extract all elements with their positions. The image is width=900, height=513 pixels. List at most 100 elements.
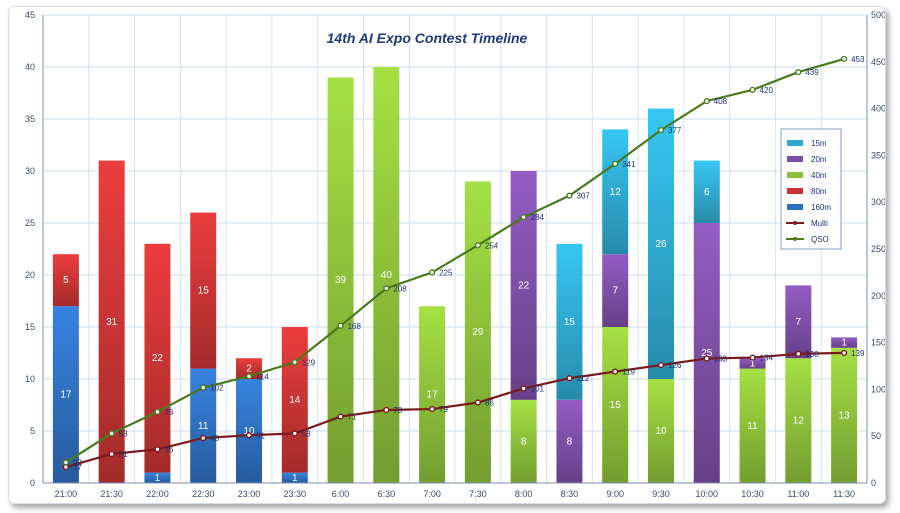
bar-value-label: 10 [655,426,667,437]
point-Multi [291,430,298,437]
point-QSO [795,68,802,76]
x-tick-label: 7:00 [423,489,441,499]
x-tick-label: 21:00 [55,489,78,499]
bar-20m-11 [556,399,583,483]
bar-value-label: 8 [567,436,573,447]
bar-value-label: 12 [793,416,805,427]
axes-layer: 0510152025303540450501001502002503003504… [25,10,885,499]
bar-value-label: 8 [521,436,527,447]
y2-tick-label: 0 [871,478,876,488]
bar-40m-9 [464,181,491,483]
bar-value-label: 1 [292,473,298,484]
point-QSO [429,269,436,276]
bar-value-label: 39 [335,275,347,286]
bar-20m-15 [739,358,766,369]
x-tick-label: 23:00 [238,489,261,499]
point-Multi [429,405,436,413]
legend-label-80m: 80m [811,187,827,196]
x-tick-label: 8:00 [515,489,533,499]
bar-value-label: 15 [198,286,210,297]
legend-label-QSO: QSO [811,235,829,244]
legend-label-160m: 160m [811,203,831,212]
x-tick-label: 6:00 [332,489,350,499]
y-tick-label: 15 [25,322,35,332]
bar-15m-13 [648,108,674,379]
bar-value-label: 12 [610,187,622,198]
x-tick-label: 23:30 [284,489,307,499]
x-tick-label: 10:00 [696,489,719,499]
point-label-Multi: 31 [119,450,128,459]
y-tick-label: 20 [25,270,35,280]
bar-value-label: 40 [381,270,393,281]
legend-marker-Multi [793,221,797,225]
y2-tick-label: 450 [871,57,885,67]
y2-tick-label: 300 [871,197,885,207]
bar-value-label: 13 [839,410,851,421]
point-label-Multi: 53 [302,429,311,438]
bar-40m-15 [739,368,766,483]
bar-value-label: 15 [564,317,576,328]
point-label-Multi: 119 [622,368,635,377]
point-Multi [795,350,802,357]
point-QSO [108,430,115,437]
point-label-QSO: 439 [805,68,819,77]
point-QSO [154,408,161,415]
x-tick-label: 6:30 [378,489,396,499]
legend-label-40m: 40m [811,171,827,180]
point-Multi [566,375,573,382]
point-QSO [520,214,527,221]
point-label-Multi: 112 [576,374,589,383]
point-label-Multi: 133 [714,355,728,364]
bar-80m-0 [52,254,79,307]
bar-160m-4 [236,379,262,483]
point-Multi [154,446,161,453]
bar-80m-3 [190,212,217,369]
bar-40m-7 [373,67,400,483]
point-label-QSO: 307 [576,192,590,201]
x-tick-label: 22:00 [146,489,169,499]
point-QSO [62,459,69,466]
point-label-QSO: 129 [302,358,316,367]
point-label-QSO: 114 [256,372,269,381]
x-tick-label: 9:00 [606,489,624,499]
point-label-Multi: 78 [393,406,402,415]
point-QSO [612,160,619,167]
bar-15m-11 [556,243,583,400]
point-label-QSO: 420 [760,86,774,95]
point-label-Multi: 134 [760,354,774,363]
y2-tick-label: 500 [871,10,885,20]
point-Multi [245,432,253,439]
point-label-QSO: 102 [210,384,224,393]
x-tick-label: 7:30 [469,489,487,499]
line-QSO [65,57,845,464]
point-label-Multi: 139 [851,349,865,358]
y2-tick-label: 150 [871,338,885,348]
y2-tick-label: 200 [871,291,885,301]
point-label-QSO: 22 [73,458,82,467]
point-label-QSO: 408 [714,97,728,106]
point-Multi [108,450,115,458]
point-Multi [749,354,756,361]
point-Multi [612,368,619,375]
point-label-Multi: 86 [485,399,494,408]
point-QSO [474,242,481,249]
point-label-Multi: 17 [73,463,82,472]
point-QSO [337,322,344,329]
point-label-Multi: 36 [164,445,173,454]
bar-value-label: 29 [472,327,484,338]
point-QSO [703,98,710,105]
x-tick-label: 21:30 [100,489,123,499]
chart-frame: 17 5 31 1 22 11 15 10 2 1 14 39 40 17 29 8 22 8 15 15 7 12 10 2… [8,6,886,504]
point-QSO [841,55,848,63]
bar-value-label: 26 [655,239,667,250]
point-QSO [291,359,298,366]
legend: 15m 20m 40m 80m 160m Multi QSO [780,128,842,250]
legend-label-15m: 15m [811,139,827,148]
bar-value-label: 1 [841,338,847,349]
bar-value-label: 17 [427,390,439,401]
point-QSO [657,127,665,134]
y-tick-label: 0 [30,478,35,488]
